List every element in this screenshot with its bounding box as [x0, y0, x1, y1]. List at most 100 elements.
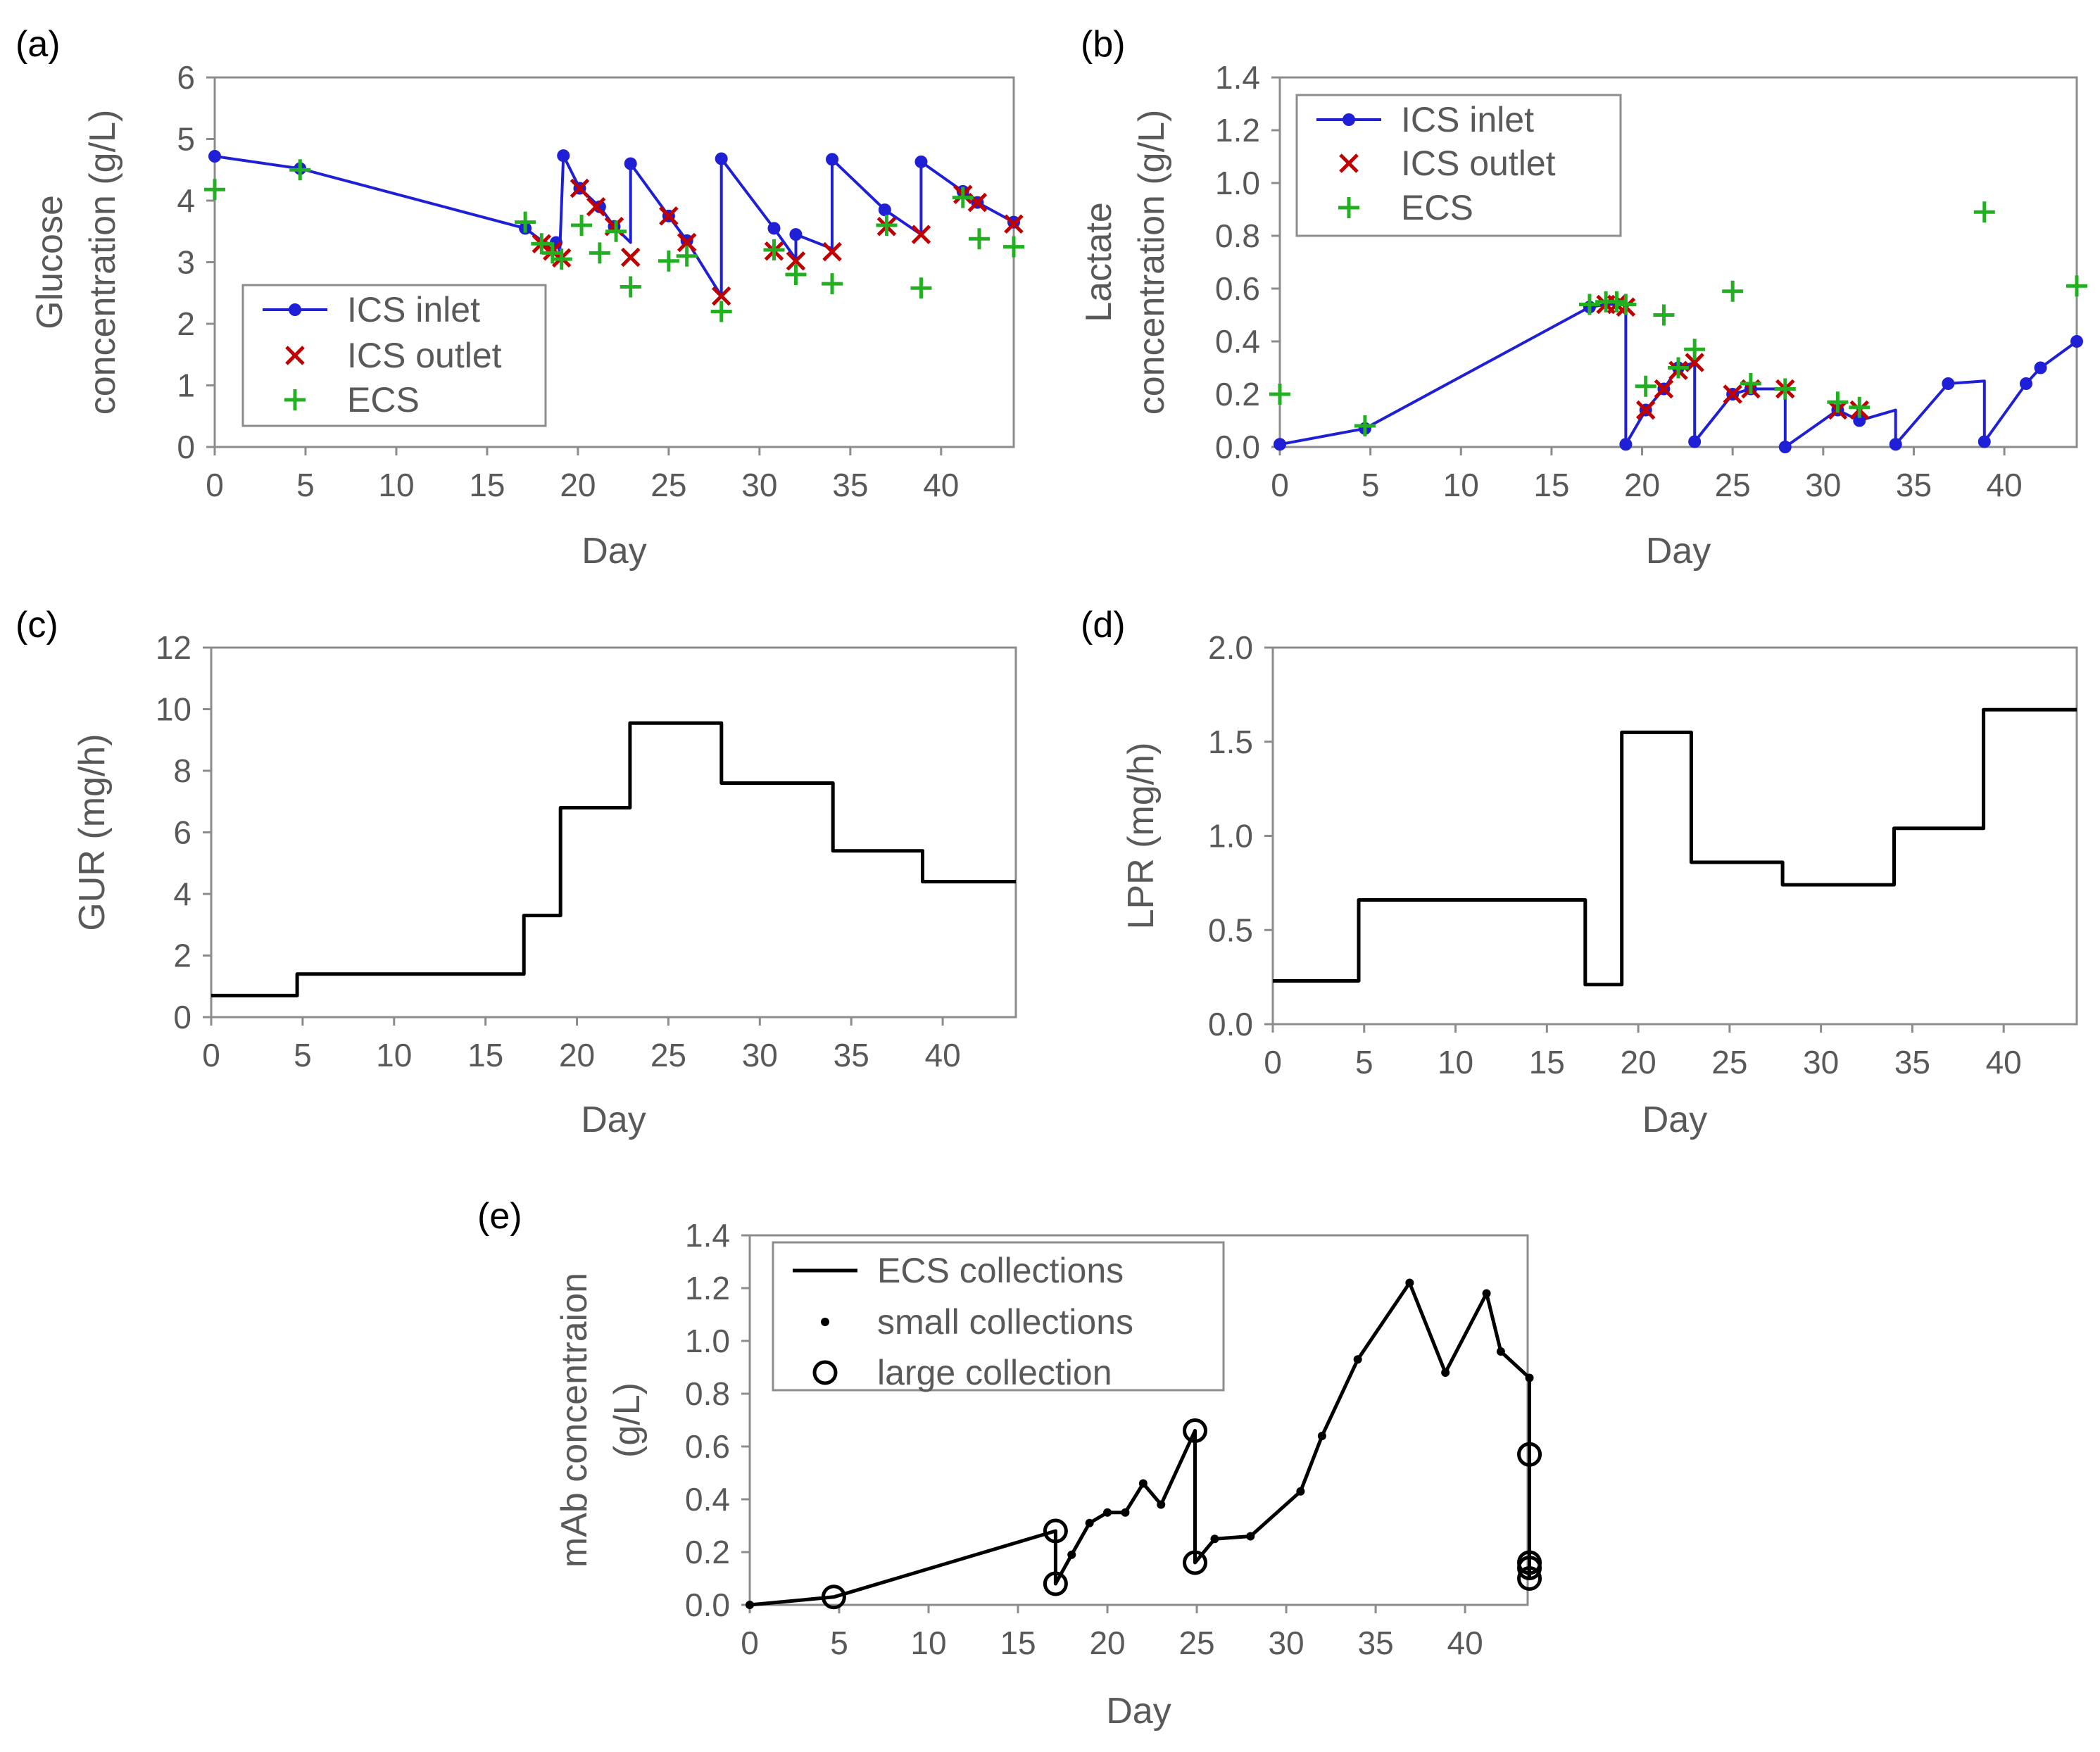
x-tick-label: 30: [1803, 1044, 1839, 1080]
legend-label: ICS outlet: [1401, 144, 1556, 183]
series-lpr: [1273, 707, 2077, 987]
data-point: [821, 1584, 846, 1610]
y-tick-label: 0.4: [1215, 323, 1260, 360]
x-tick-label: 25: [1178, 1625, 1214, 1661]
x-tick-label: 5: [1355, 1044, 1373, 1080]
data-point: [1684, 339, 1706, 360]
plot-frame: [1278, 76, 2078, 448]
x-tick-label: 0: [202, 1037, 220, 1073]
series-gur: [211, 721, 1016, 997]
data-point: [570, 178, 590, 198]
y-tick-label: 2: [177, 305, 195, 342]
y-tick-label: 0.0: [1208, 1006, 1253, 1042]
y-tick-label: 0.6: [1215, 270, 1260, 307]
data-point: [1654, 379, 1674, 399]
y-tick-label: 6: [173, 814, 191, 851]
data-point: [1317, 1432, 1326, 1440]
legend-swatch-marker: [285, 346, 305, 365]
data-point: [1441, 1368, 1450, 1377]
y-tick-label: 2.0: [1208, 629, 1253, 666]
x-tick-label: 30: [742, 1037, 778, 1073]
x-tick-label: 40: [923, 467, 959, 503]
data-point: [1482, 1289, 1491, 1298]
x-tick-label: 15: [467, 1037, 503, 1073]
data-point: [1827, 391, 1849, 413]
data-point: [1853, 414, 1866, 427]
x-tick-label: 40: [1447, 1625, 1483, 1661]
data-point: [1517, 1442, 1542, 1467]
data-point: [786, 251, 806, 271]
x-tick-label: 20: [1621, 1044, 1656, 1080]
legend-label: ICS inlet: [1401, 100, 1534, 139]
data-point: [515, 211, 536, 233]
chart-panel-2: (c) 0 5 10 15 20 25 30 35 40 0 2 4 6 8 10 12 Day GUR (mg/h…: [15, 605, 1017, 1140]
data-point: [822, 273, 843, 295]
data-point: [789, 228, 803, 241]
legend: ICS inlet ICS outlet ECS: [1295, 94, 1622, 237]
data-point: [1517, 1556, 1542, 1580]
x-tick-label: 15: [1000, 1625, 1036, 1661]
data-point: [1269, 384, 1290, 405]
data-point: [826, 153, 839, 166]
legend-swatch-marker: [821, 1318, 829, 1326]
y-tick-label: 1.0: [1215, 165, 1260, 201]
data-point: [605, 220, 627, 242]
data-point: [878, 203, 891, 217]
data-point: [1210, 1534, 1219, 1544]
series-small-collections: [746, 1278, 1534, 1609]
data-point: [1774, 378, 1796, 400]
x-axis-title: Day: [581, 531, 646, 572]
data-point: [1183, 1550, 1208, 1575]
x-tick-label: 5: [1362, 467, 1380, 503]
data-point: [1296, 1487, 1305, 1496]
legend-swatch-marker: [1339, 153, 1359, 173]
x-axis-title: Day: [581, 1099, 646, 1140]
legend-label: small collections: [877, 1302, 1133, 1342]
data-point: [1103, 1508, 1112, 1517]
data-point: [2066, 275, 2087, 297]
x-tick-label: 40: [1986, 1044, 2022, 1080]
data-point: [1723, 384, 1742, 404]
panel-label: (b): [1081, 24, 1126, 65]
data-point: [593, 200, 606, 213]
data-point: [910, 277, 932, 299]
chart-panel-4: (e) 0 5 10 15 20 25 30 35 40 0.0 0.2 0.4 0.6 0.8 1.0 1.2…: [477, 1196, 1542, 1732]
data-point: [1004, 214, 1024, 234]
data-point: [1138, 1479, 1148, 1488]
x-tick-label: 15: [1529, 1044, 1565, 1080]
data-point: [715, 152, 728, 165]
x-tick-label: 10: [376, 1037, 412, 1073]
x-tick-label: 20: [1089, 1625, 1125, 1661]
data-point: [1688, 435, 1702, 448]
data-point: [1246, 1532, 1255, 1541]
y-tick-label: 1: [177, 367, 195, 404]
data-point: [746, 1601, 754, 1609]
series-line: [749, 1281, 1531, 1607]
data-point: [676, 245, 698, 267]
y-tick-label: 1.2: [1215, 112, 1260, 149]
x-tick-label: 20: [559, 1037, 595, 1073]
y-tick-label: 3: [177, 244, 195, 281]
legend: ECS collections small collections large co…: [772, 1241, 1225, 1392]
legend-label: ECS collections: [877, 1251, 1124, 1290]
data-point: [1496, 1347, 1505, 1356]
y-tick-label: 6: [177, 59, 195, 96]
y-tick-label: 4: [173, 876, 191, 912]
series-ics-inlet: [208, 149, 1020, 298]
data-point: [767, 222, 781, 235]
data-point: [289, 159, 311, 181]
legend: ICS inlet ICS outlet ECS: [241, 284, 547, 427]
y-tick-label: 0.8: [685, 1375, 730, 1412]
x-tick-label: 20: [560, 467, 596, 503]
x-tick-label: 40: [1987, 467, 2023, 503]
data-point: [620, 276, 641, 298]
data-point: [551, 248, 572, 270]
x-tick-label: 5: [294, 1037, 312, 1073]
data-point: [2019, 377, 2032, 390]
panel-label: (e): [477, 1196, 522, 1237]
x-tick-label: 15: [1533, 467, 1569, 503]
data-point: [876, 215, 898, 236]
data-point: [1740, 373, 1761, 394]
data-point: [711, 286, 731, 306]
y-tick-label: 1.0: [1208, 818, 1253, 855]
